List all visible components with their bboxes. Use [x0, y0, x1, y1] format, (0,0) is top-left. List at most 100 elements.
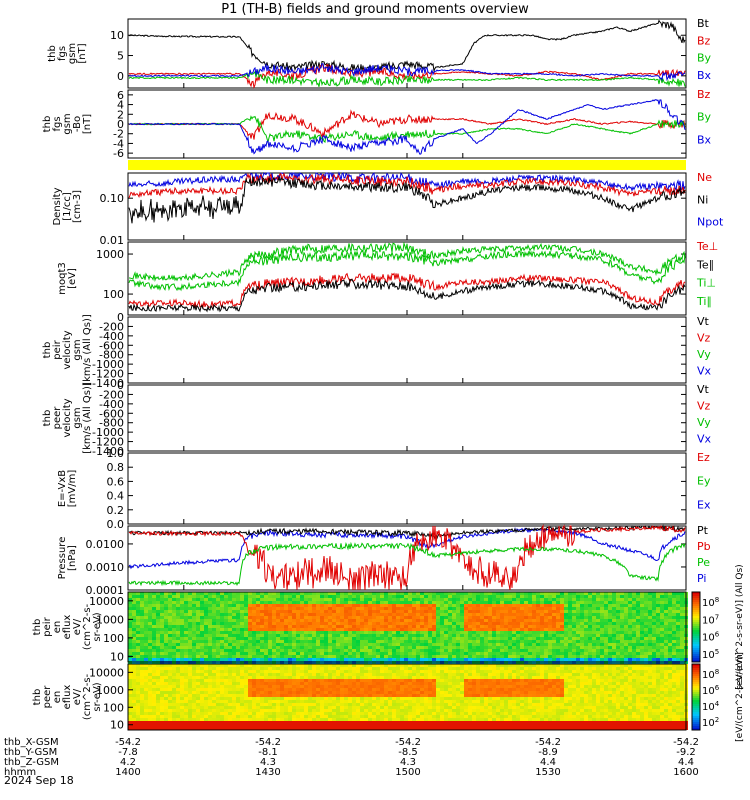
heatmap-cell: [240, 724, 244, 727]
heatmap-cell: [236, 628, 240, 631]
heatmap-cell: [628, 616, 632, 619]
heatmap-cell: [484, 649, 488, 652]
heatmap-cell: [676, 604, 680, 607]
heatmap-cell: [176, 673, 180, 676]
heatmap-cell: [180, 595, 184, 598]
heatmap-cell: [164, 643, 168, 646]
heatmap-cell: [536, 631, 540, 634]
heatmap-cell: [304, 634, 308, 637]
heatmap-cell: [332, 643, 336, 646]
heatmap-cell: [428, 655, 432, 658]
heatmap-cell: [452, 628, 456, 631]
heatmap-cell: [544, 637, 548, 640]
heatmap-cell: [240, 688, 244, 691]
heatmap-cell: [432, 655, 436, 658]
heatmap-cell: [500, 640, 504, 643]
heatmap-cell: [664, 625, 668, 628]
heatmap-cell: [316, 655, 320, 658]
heatmap-cell: [148, 712, 152, 715]
heatmap-cell: [468, 601, 472, 604]
heatmap-cell: [328, 592, 332, 595]
heatmap-cell: [220, 619, 224, 622]
heatmap-cell: [308, 613, 312, 616]
heatmap-cell: [456, 643, 460, 646]
heatmap-cell: [560, 649, 564, 652]
heatmap-cell: [480, 658, 484, 661]
heatmap-cell: [308, 679, 312, 682]
heatmap-cell: [324, 718, 328, 721]
heatmap-cell: [148, 649, 152, 652]
heatmap-cell: [400, 604, 404, 607]
heatmap-cell: [180, 634, 184, 637]
heatmap-cell: [148, 625, 152, 628]
heatmap-cell: [340, 634, 344, 637]
heatmap-cell: [544, 610, 548, 613]
heatmap-cell: [564, 655, 568, 658]
heatmap-cell: [252, 607, 256, 610]
heatmap-cell: [232, 724, 236, 727]
heatmap-cell: [324, 685, 328, 688]
heatmap-cell: [160, 628, 164, 631]
heatmap-cell: [356, 622, 360, 625]
heatmap-cell: [396, 613, 400, 616]
heatmap-cell: [612, 610, 616, 613]
heatmap-cell: [648, 652, 652, 655]
heatmap-cell: [264, 637, 268, 640]
heatmap-cell: [440, 604, 444, 607]
heatmap-cell: [668, 604, 672, 607]
heatmap-cell: [256, 649, 260, 652]
heatmap-cell: [660, 616, 664, 619]
heatmap-cell: [132, 637, 136, 640]
heatmap-cell: [432, 643, 436, 646]
heatmap-cell: [216, 724, 220, 727]
heatmap-cell: [472, 637, 476, 640]
heatmap-cell: [300, 646, 304, 649]
heatmap-cell: [608, 625, 612, 628]
heatmap-cell: [132, 706, 136, 709]
heatmap-cell: [568, 646, 572, 649]
heatmap-cell: [368, 679, 372, 682]
heatmap-cell: [268, 607, 272, 610]
heatmap-cell: [156, 694, 160, 697]
y-axis-label: E=-VxB: [57, 470, 68, 507]
heatmap-cell: [352, 649, 356, 652]
heatmap-cell: [352, 679, 356, 682]
heatmap-cell: [480, 598, 484, 601]
heatmap-cell: [248, 601, 252, 604]
heatmap-cell: [304, 628, 308, 631]
heatmap-cell: [348, 700, 352, 703]
heatmap-cell: [272, 625, 276, 628]
heatmap-cell: [460, 649, 464, 652]
heatmap-cell: [312, 706, 316, 709]
heatmap-cell: [504, 610, 508, 613]
heatmap-cell: [176, 721, 180, 724]
heatmap-cell: [188, 727, 192, 730]
heatmap-cell: [596, 610, 600, 613]
heatmap-cell: [224, 712, 228, 715]
heatmap-cell: [420, 595, 424, 598]
heatmap-cell: [204, 706, 208, 709]
heatmap-cell: [272, 655, 276, 658]
heatmap-cell: [460, 613, 464, 616]
heatmap-cell: [324, 619, 328, 622]
heatmap-cell: [624, 622, 628, 625]
heatmap-cell: [396, 604, 400, 607]
heatmap-cell: [312, 631, 316, 634]
heatmap-cell: [648, 592, 652, 595]
heatmap-cell: [180, 682, 184, 685]
heatmap-cell: [608, 658, 612, 661]
heatmap-cell: [240, 595, 244, 598]
heatmap-cell: [344, 604, 348, 607]
heatmap-cell: [324, 709, 328, 712]
heatmap-cell: [316, 640, 320, 643]
heatmap-cell: [508, 640, 512, 643]
heatmap-cell: [544, 616, 548, 619]
heatmap-cell: [368, 655, 372, 658]
heatmap-cell: [168, 655, 172, 658]
heatmap-cell: [676, 637, 680, 640]
heatmap-cell: [464, 619, 468, 622]
heatmap-cell: [636, 619, 640, 622]
heatmap-cell: [504, 631, 508, 634]
heatmap-cell: [284, 724, 288, 727]
heatmap-cell: [224, 598, 228, 601]
